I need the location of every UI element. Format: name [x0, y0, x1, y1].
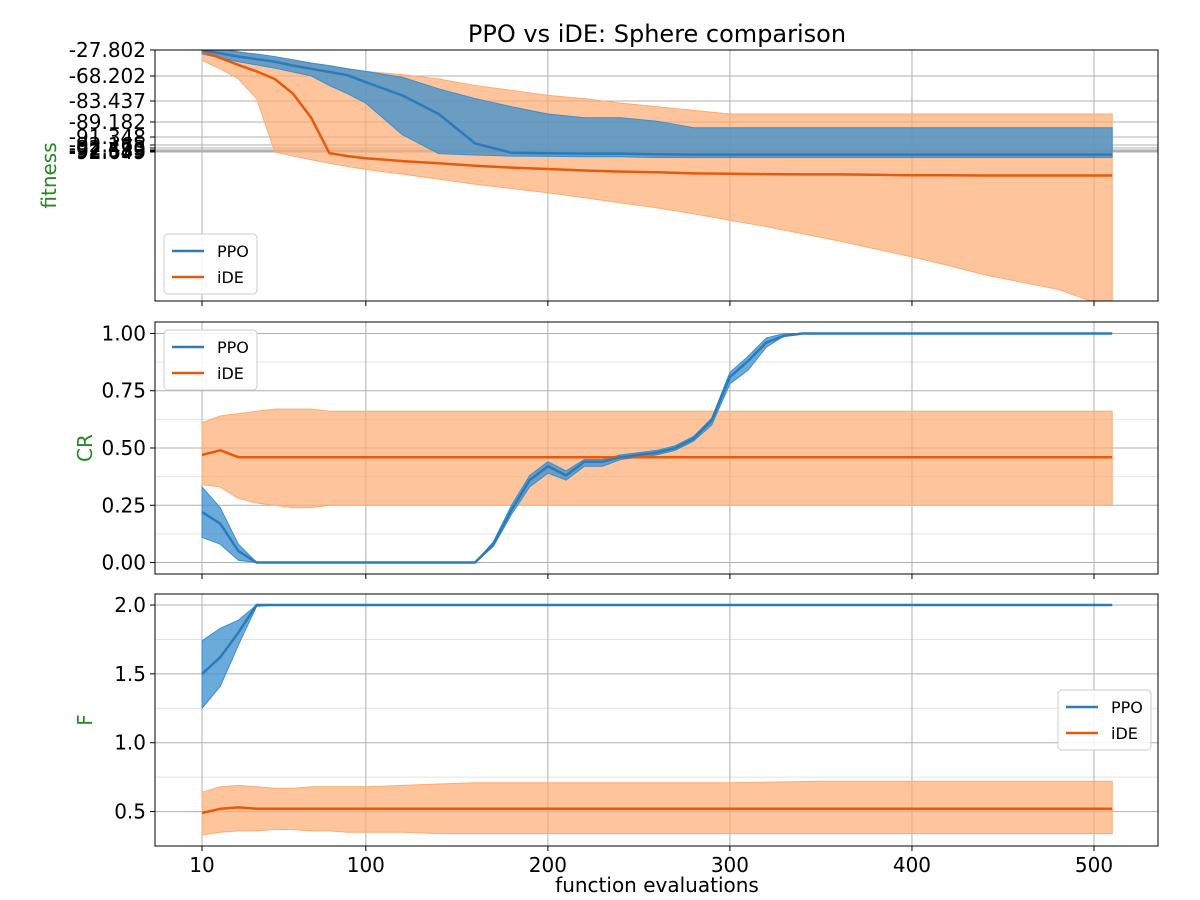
y-tick-label: -92.633 [69, 139, 146, 163]
y-tick-label: -92.473 [69, 136, 146, 160]
panel-0: -27.802-68.202-83.437-89.182-91.348-92.1… [37, 38, 1159, 306]
y-tick-label: 0.5 [114, 800, 146, 824]
line-ppo [201, 332, 1113, 564]
legend-label-ppo: PPO [217, 242, 249, 261]
y-tick-label: 2.0 [114, 593, 146, 617]
y-axis-label: F [73, 714, 97, 726]
y-axis-label: CR [73, 434, 97, 462]
series-layer [201, 50, 1113, 301]
band-ppo [201, 604, 1113, 710]
legend: PPO iDE [163, 233, 258, 295]
x-tick-label: 10 [189, 853, 214, 877]
legend: PPO iDE [163, 329, 258, 391]
line-ppo [201, 50, 1113, 156]
x-tick-label: 500 [1075, 853, 1113, 877]
line-ide [201, 50, 1113, 177]
panel-frame [154, 321, 1159, 575]
series-layer [201, 332, 1113, 564]
y-axis-label: fitness [37, 142, 61, 208]
legend-box [163, 329, 258, 391]
y-tick-label: -27.802 [69, 38, 146, 62]
y-tick-label: 0.50 [101, 436, 146, 460]
legend-label-ide: iDE [217, 268, 244, 287]
legend-label-ppo: PPO [217, 338, 249, 357]
y-tick-label: -89.182 [69, 110, 146, 134]
band-ppo [201, 50, 1113, 158]
legend-label-ide: iDE [1111, 724, 1138, 743]
panel-frame [154, 49, 1159, 302]
panel-frame [154, 593, 1159, 847]
x-tick-label: 200 [529, 853, 567, 877]
y-tick-label: 1.5 [114, 662, 146, 686]
legend-label-ppo: PPO [1111, 698, 1143, 717]
y-tick-label: 0.75 [101, 379, 146, 403]
legend-box [1057, 689, 1152, 751]
y-tick-label: 1.00 [101, 321, 146, 345]
line-ide [201, 449, 1113, 459]
line-ppo [201, 603, 1113, 675]
panel-2: 0.5 1.0 1.5 2.0 10 100 200 300 400 500 F PPO iDE [73, 593, 1159, 877]
line-ide [201, 806, 1113, 815]
y-tick-label: -83.437 [69, 89, 146, 113]
x-axis-label: function evaluations [555, 873, 759, 897]
series-layer [201, 603, 1113, 836]
legend-label-ide: iDE [217, 364, 244, 383]
y-tick-label: -92.649 [69, 140, 146, 164]
x-tick-label: 300 [711, 853, 749, 877]
y-tick-label: -68.202 [69, 64, 146, 88]
y-tick-label: 0.25 [101, 493, 146, 517]
legend-box [163, 233, 258, 295]
y-tick-label: -91.348 [69, 125, 146, 149]
chart-title: PPO vs iDE: Sphere comparison [468, 20, 846, 48]
y-tick-label: -92.589 [69, 138, 146, 162]
panels: -27.802-68.202-83.437-89.182-91.348-92.1… [37, 38, 1159, 877]
panel-1: 0.00 0.25 0.50 0.75 1.00 CR PPO iDE [73, 321, 1159, 579]
y-tick-label: 0.00 [101, 551, 146, 575]
x-tick-label: 100 [347, 853, 385, 877]
y-tick-label: 1.0 [114, 731, 146, 755]
y-tick-label: -92.165 [69, 133, 146, 157]
x-tick-label: 400 [893, 853, 931, 877]
legend: PPO iDE [1057, 689, 1152, 751]
